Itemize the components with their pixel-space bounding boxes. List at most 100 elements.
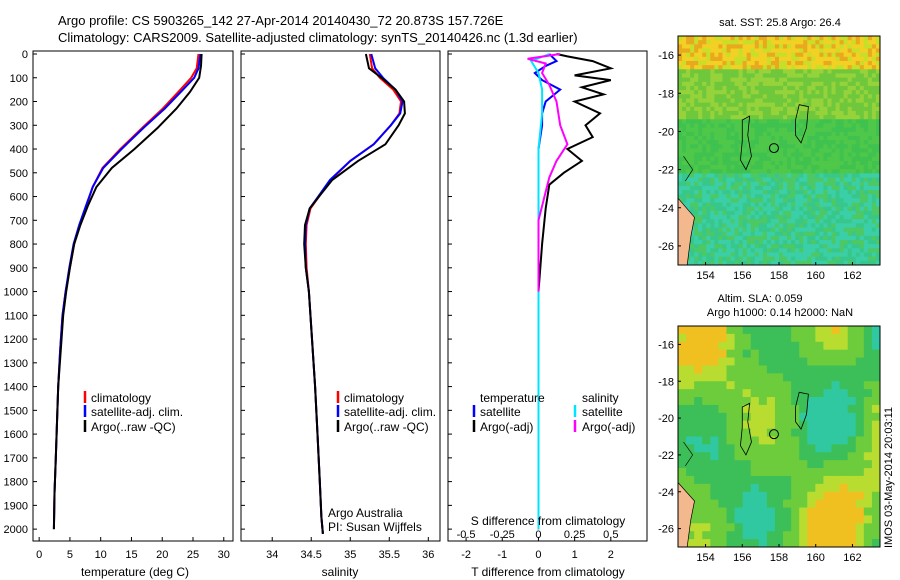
- map-x-tick-label: 160: [807, 552, 825, 564]
- map-cell: [827, 177, 832, 183]
- map-cell: [831, 73, 836, 79]
- map-cell: [819, 48, 824, 54]
- map-cell: [855, 523, 865, 532]
- map-cell: [863, 69, 869, 74]
- map-cell: [847, 260, 853, 266]
- map-cell: [827, 169, 832, 174]
- map-cell: [706, 60, 711, 66]
- map-cell: [779, 69, 784, 74]
- map-cell: [750, 219, 756, 224]
- map-cell: [847, 173, 853, 178]
- map-cell: [702, 428, 711, 437]
- map-cell: [823, 381, 832, 390]
- map-cell: [766, 206, 772, 212]
- map-cell: [694, 491, 703, 501]
- map-cell: [726, 223, 731, 228]
- map-cell: [831, 110, 836, 116]
- map-cell: [795, 185, 800, 191]
- map-cell: [702, 115, 707, 120]
- map-cell: [734, 219, 739, 224]
- map-cell: [774, 140, 780, 145]
- map-cell: [766, 523, 776, 532]
- map-cell: [823, 56, 828, 62]
- map-cell: [863, 90, 869, 95]
- map-cell: [678, 165, 683, 170]
- map-cell: [774, 483, 784, 493]
- map-cell: [686, 65, 691, 70]
- map-cell: [746, 202, 752, 208]
- map-cell: [811, 148, 816, 153]
- map-cell: [859, 160, 865, 166]
- map-cell: [807, 152, 812, 158]
- map-cell: [843, 165, 849, 170]
- map-cell: [799, 148, 804, 153]
- map-cell: [827, 256, 832, 262]
- map-cell: [750, 333, 760, 343]
- map-cell: [698, 90, 703, 95]
- map-cell: [702, 144, 707, 149]
- map-cell: [722, 156, 727, 162]
- map-cell: [795, 60, 800, 66]
- map-cell: [698, 131, 703, 137]
- map-cell: [702, 231, 707, 237]
- map-cell: [758, 206, 764, 212]
- map-cell: [855, 115, 861, 120]
- map-cell: [694, 40, 699, 45]
- map-cell: [718, 144, 723, 149]
- map-cell: [815, 131, 820, 137]
- map-cell: [722, 48, 727, 54]
- map-cell: [787, 140, 792, 145]
- map-cell: [811, 123, 816, 128]
- map-cell: [819, 135, 824, 141]
- map-cell: [791, 460, 800, 469]
- map-cell: [835, 77, 840, 83]
- map-cell: [823, 373, 832, 382]
- map-cell: [706, 40, 711, 45]
- map-cell: [694, 106, 699, 112]
- map-cell: [770, 44, 776, 49]
- map-cell: [835, 235, 840, 241]
- salinity-diff-tick-label: 0: [535, 529, 541, 541]
- map-cell: [799, 77, 804, 83]
- map-cell: [835, 60, 840, 66]
- map-cell: [734, 256, 739, 262]
- map-cell: [835, 106, 840, 112]
- map-cell: [803, 52, 808, 58]
- map-cell: [686, 98, 691, 104]
- map-cell: [758, 240, 764, 245]
- map-cell: [702, 397, 711, 406]
- map-cell: [762, 48, 768, 54]
- map-cell: [843, 244, 849, 249]
- map-cell: [734, 185, 739, 191]
- map-cell: [702, 69, 707, 74]
- map-cell: [694, 73, 699, 79]
- map-cell: [835, 135, 840, 141]
- map-cell: [815, 404, 824, 414]
- map-cell: [762, 177, 768, 183]
- map-cell: [694, 428, 703, 437]
- map-cell: [827, 219, 832, 224]
- map-cell: [851, 115, 857, 120]
- map-cell: [690, 119, 695, 124]
- map-cell: [746, 98, 752, 104]
- map-cell: [718, 436, 727, 445]
- map-cell: [714, 73, 719, 79]
- map-cell: [726, 90, 731, 95]
- map-cell: [803, 119, 808, 124]
- map-cell: [706, 169, 711, 174]
- map-cell: [827, 131, 832, 137]
- header-line2: Climatology: CARS2009. Satellite-adjuste…: [58, 30, 578, 45]
- map-cell: [706, 127, 711, 133]
- map-cell: [787, 173, 792, 178]
- map-cell: [678, 44, 683, 49]
- map-cell: [722, 181, 727, 187]
- map-cell: [807, 181, 812, 187]
- map-cell: [694, 160, 699, 166]
- map-cell: [750, 40, 756, 45]
- map-cell: [811, 69, 816, 74]
- map-cell: [734, 381, 744, 390]
- map-cell: [791, 98, 796, 104]
- map-cell: [702, 349, 711, 358]
- map-cell: [831, 44, 836, 49]
- map-cell: [847, 240, 853, 245]
